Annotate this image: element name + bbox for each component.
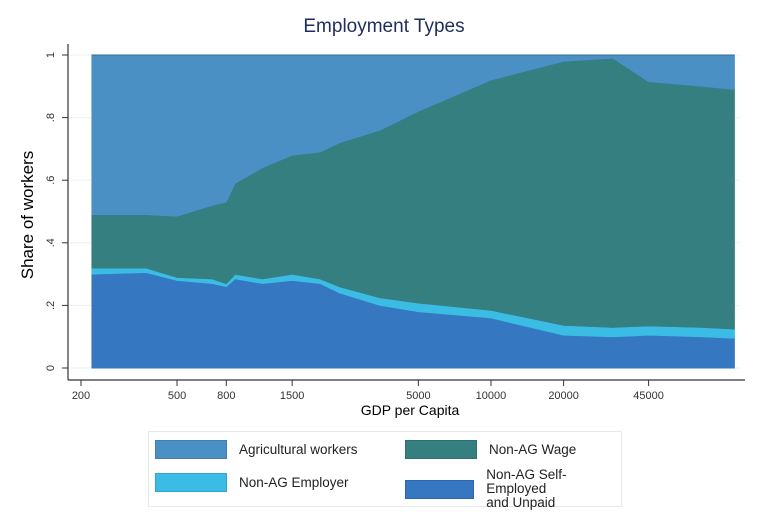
y-axis-label: Share of workers — [18, 150, 37, 280]
legend-swatch-self-employed — [405, 479, 475, 499]
x-tick-label: 1500 — [280, 390, 304, 402]
legend: Agricultural workers Non-AG Wage Non-AG … — [148, 431, 622, 510]
x-axis-label: GDP per Capita — [360, 402, 460, 418]
x-tick-label: 200 — [72, 390, 90, 402]
y-tick-label: 0 — [45, 365, 57, 371]
legend-item-agricultural: Agricultural workers — [155, 440, 358, 459]
y-tick-label: 1 — [45, 52, 57, 58]
y-tick-label: .8 — [45, 113, 57, 122]
x-tick-label: 45000 — [633, 390, 664, 402]
chart-title: Employment Types — [303, 16, 465, 37]
legend-label: Non-AG Employer — [239, 475, 349, 490]
y-tick-label: .6 — [45, 176, 57, 185]
legend-label-line: and Unpaid — [486, 495, 556, 510]
legend-label: Agricultural workers — [239, 442, 358, 457]
legend-swatch-wage — [405, 440, 477, 459]
x-tick-label: 500 — [168, 390, 186, 402]
legend-label: Non-AG Wage — [489, 442, 577, 457]
legend-item-wage: Non-AG Wage — [405, 440, 576, 459]
legend-item-self-employed: Non-AG Self-Employed and Unpaid — [405, 468, 621, 510]
legend-label-self-employed: Non-AG Self-Employed and Unpaid — [486, 468, 621, 510]
y-tick-label: .2 — [45, 301, 57, 310]
legend-swatch-agricultural — [155, 440, 227, 459]
x-tick-label: 20000 — [548, 390, 579, 402]
area-agricultural-workers — [91, 54, 735, 217]
x-tick-label: 800 — [217, 390, 235, 402]
legend-item-employer: Non-AG Employer — [155, 473, 349, 492]
legend-swatch-employer — [155, 473, 227, 492]
y-tick-label: .4 — [45, 238, 57, 247]
x-tick-label: 10000 — [476, 390, 507, 402]
legend-label-line: Non-AG Self-Employed — [486, 467, 567, 496]
x-tick-label: 5000 — [406, 390, 430, 402]
